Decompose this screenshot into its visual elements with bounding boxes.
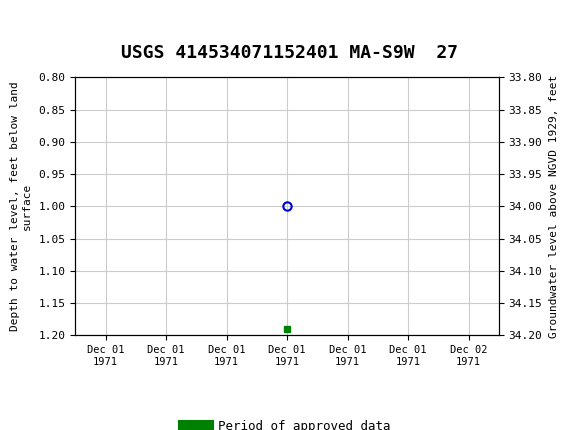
Legend: Period of approved data: Period of approved data <box>179 415 396 430</box>
Text: ╳USGS: ╳USGS <box>12 13 78 39</box>
Y-axis label: Depth to water level, feet below land
surface: Depth to water level, feet below land su… <box>10 82 32 331</box>
Y-axis label: Groundwater level above NGVD 1929, feet: Groundwater level above NGVD 1929, feet <box>549 75 559 338</box>
Text: USGS 414534071152401 MA-S9W  27: USGS 414534071152401 MA-S9W 27 <box>121 44 459 62</box>
